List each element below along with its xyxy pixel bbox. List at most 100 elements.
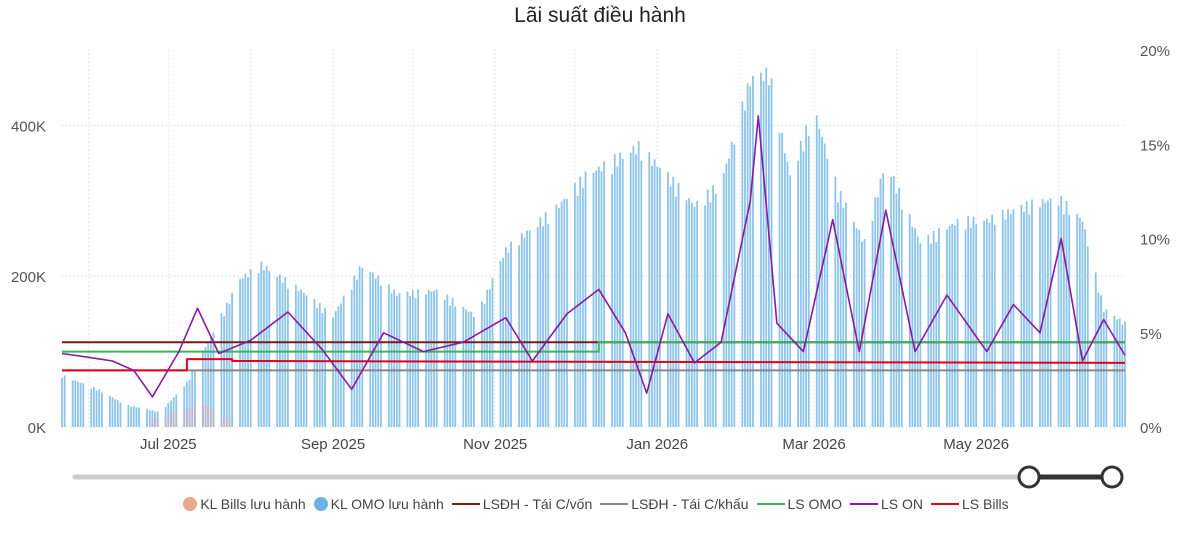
omo-bar [356,279,358,427]
omo-bar [935,242,938,427]
omo-bar [988,222,991,427]
omo-bar [286,288,289,427]
omo-bar [659,167,661,427]
omo-bar [411,290,414,427]
legend-label: KL Bills lưu hành [200,496,306,512]
omo-bar [520,233,523,427]
omo-bar [228,303,231,427]
omo-bar [510,241,513,427]
bills-bar [170,411,172,427]
range-slider-start-handle[interactable] [1017,465,1041,489]
right-tick-label: 5% [1140,326,1162,343]
legend-item[interactable]: LS OMO [756,496,842,512]
omo-bar [380,285,382,427]
omo-bar [334,311,337,427]
omo-bar [523,237,526,427]
omo-bar [499,261,502,427]
omo-bar [369,271,372,427]
omo-bar [483,303,486,427]
omo-bar [1065,200,1068,427]
omo-bar [473,316,475,427]
omo-bar [821,136,823,427]
legend-item[interactable]: KL OMO lưu hành [313,496,444,512]
x-tick-label: Sep 2025 [301,436,365,453]
omo-bar [752,75,754,427]
omo-bar [983,220,986,427]
omo-bar [855,228,858,427]
omo-bar [640,160,643,428]
legend-item[interactable]: KL Bills lưu hành [183,496,306,512]
omo-bar [975,224,978,427]
omo-bar [486,289,489,427]
legend-item[interactable]: LS ON [849,496,923,512]
legend-item[interactable]: LS Bills [930,496,1009,512]
omo-bar [372,272,374,427]
legend-item[interactable]: LSĐH - Tái C/khấu [600,496,749,512]
omo-bar [914,228,916,427]
legend-item[interactable]: LSĐH - Tái C/vốn [451,496,593,512]
omo-bar [876,197,879,427]
legend-dot-icon [183,497,198,511]
omo-bar [762,81,765,427]
omo-bar [674,196,677,427]
omo-bar [1047,200,1049,427]
omo-bar [465,309,467,427]
omo-bar [871,220,874,427]
omo-bar [874,197,877,427]
omo-bar [135,407,138,427]
omo-bar [741,101,744,428]
omo-bar [951,223,954,427]
omo-bar [1041,199,1044,427]
omo-bar [1086,246,1089,427]
omo-bar [302,292,305,427]
omo-bar [730,141,733,427]
omo-bar [863,238,866,427]
bills-bar [228,417,231,427]
omo-bar [619,152,621,427]
omo-bar [837,202,839,427]
omo-bar [398,293,401,427]
omo-bar [1012,209,1015,427]
omo-bar [260,261,263,427]
x-tick-label: Nov 2025 [463,436,527,453]
omo-bar [95,390,98,427]
omo-bar [621,158,624,428]
omo-bar [954,225,956,427]
omo-bar [932,230,935,427]
bills-bar [201,405,204,427]
omo-bar [313,298,316,427]
omo-bar [632,146,635,428]
bills-bar [209,407,212,427]
omo-bar [77,381,79,427]
omo-bar [603,161,606,428]
omo-bar [1076,213,1079,427]
omo-bar [900,209,903,427]
omo-bar [467,311,470,427]
omo-bar [651,165,653,428]
omo-bar [116,400,119,427]
omo-bar [148,410,151,427]
omo-bar [805,125,807,427]
omo-bar [985,218,988,427]
omo-bar [414,298,417,427]
omo-bar [300,289,303,427]
omo-bar [653,159,656,427]
omo-bar [592,172,595,427]
omo-bar [930,243,932,427]
omo-bar [778,132,781,427]
omo-bar [1060,195,1063,427]
bills-bar [220,417,223,427]
omo-bar [1001,210,1004,427]
bills-bar [156,417,159,427]
omo-bar [281,282,284,427]
omo-bar [1121,324,1124,427]
omo-bar [433,290,435,427]
bills-bar [204,404,207,427]
omo-bar [685,200,688,427]
omo-bar [1007,209,1009,427]
omo-bar [722,173,725,427]
range-slider-end-handle[interactable] [1100,465,1124,489]
omo-bar [919,243,922,427]
legend-label: LSĐH - Tái C/vốn [482,496,593,512]
